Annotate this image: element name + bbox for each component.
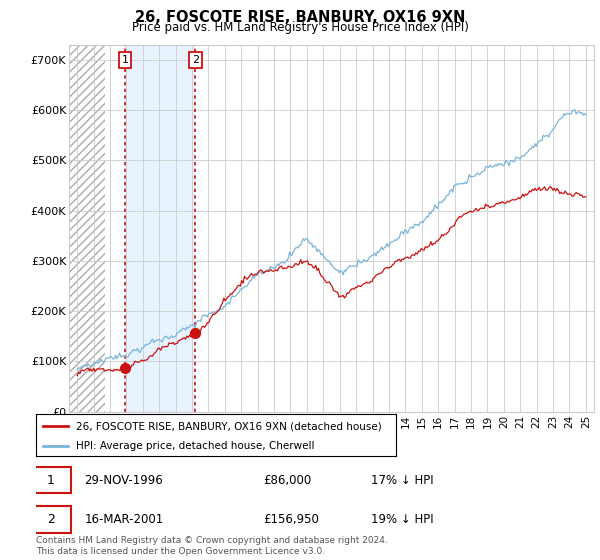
Text: 2: 2: [192, 55, 199, 65]
Text: Price paid vs. HM Land Registry's House Price Index (HPI): Price paid vs. HM Land Registry's House …: [131, 21, 469, 34]
Text: 19% ↓ HPI: 19% ↓ HPI: [371, 513, 433, 526]
FancyBboxPatch shape: [31, 506, 71, 533]
Text: £86,000: £86,000: [263, 474, 311, 487]
Text: HPI: Average price, detached house, Cherwell: HPI: Average price, detached house, Cher…: [76, 441, 314, 451]
Text: 16-MAR-2001: 16-MAR-2001: [85, 513, 164, 526]
Text: Contains HM Land Registry data © Crown copyright and database right 2024.
This d: Contains HM Land Registry data © Crown c…: [36, 536, 388, 556]
Bar: [125, 45, 196, 412]
Text: 26, FOSCOTE RISE, BANBURY, OX16 9XN: 26, FOSCOTE RISE, BANBURY, OX16 9XN: [135, 10, 465, 25]
Text: £156,950: £156,950: [263, 513, 319, 526]
Text: 1: 1: [47, 474, 55, 487]
FancyBboxPatch shape: [31, 467, 71, 493]
Text: 2: 2: [47, 513, 55, 526]
Text: 29-NOV-1996: 29-NOV-1996: [85, 474, 163, 487]
Text: 1: 1: [122, 55, 128, 65]
Text: 17% ↓ HPI: 17% ↓ HPI: [371, 474, 433, 487]
Text: 26, FOSCOTE RISE, BANBURY, OX16 9XN (detached house): 26, FOSCOTE RISE, BANBURY, OX16 9XN (det…: [76, 421, 382, 431]
Bar: [69, 45, 105, 412]
